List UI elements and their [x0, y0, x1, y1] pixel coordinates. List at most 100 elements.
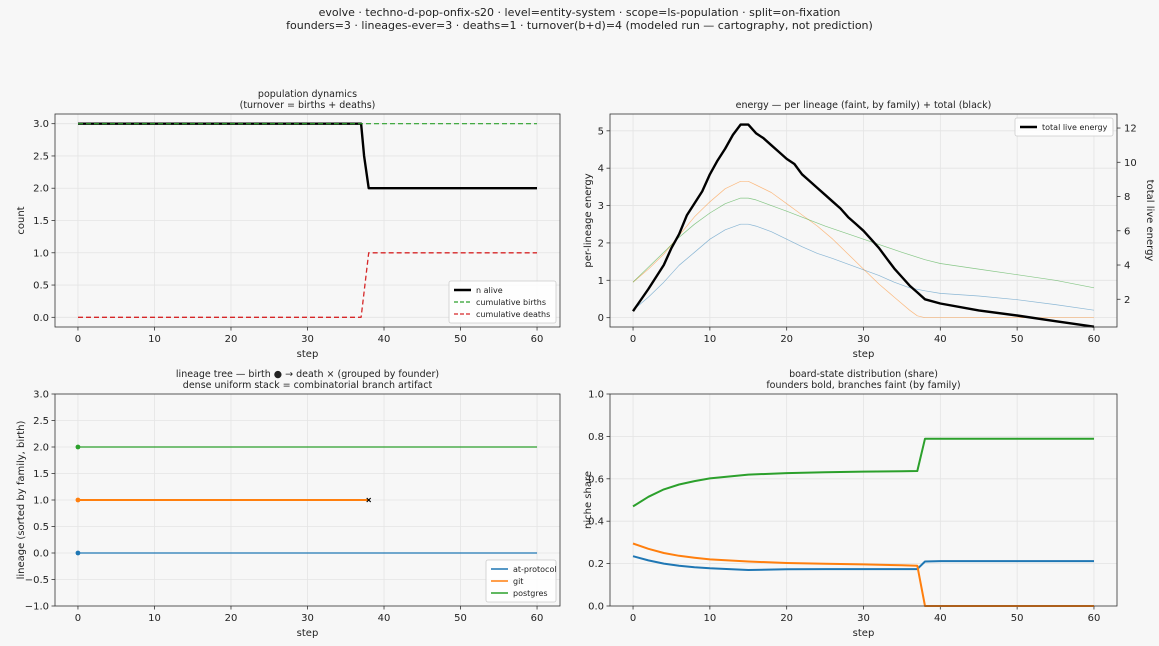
chart-title: energy — per lineage (faint, by family) …	[736, 100, 992, 111]
x-tick-label: 60	[531, 613, 544, 624]
chart-subtitle: (turnover = births + deaths)	[240, 100, 376, 111]
y-tick-label: 0.6	[588, 474, 604, 485]
legend-label: postgres	[513, 589, 548, 598]
y-tick-label: 3.0	[33, 390, 49, 401]
chart-subtitle: dense uniform stack = combinatorial bran…	[183, 380, 433, 391]
series-line-postgres	[632, 437, 1094, 508]
legend-label: total live energy	[1042, 123, 1108, 132]
x-tick-label: 20	[780, 334, 793, 345]
series-line-at-protocol	[632, 555, 1094, 571]
y-axis-label: count	[16, 206, 27, 234]
x-tick-label: 10	[148, 334, 161, 345]
x-tick-label: 30	[857, 613, 870, 624]
x-tick-label: 10	[703, 613, 716, 624]
x-tick-label: 30	[857, 334, 870, 345]
y-tick-label: 0	[598, 313, 604, 324]
x-tick-label: 30	[301, 334, 314, 345]
axes-frame	[609, 393, 1118, 607]
birth-marker-postgres	[75, 444, 81, 450]
y-tick-label: −1.0	[25, 602, 49, 613]
x-tick-label: 40	[934, 334, 947, 345]
y2-tick-label: 6	[1124, 226, 1130, 237]
y-tick-label: 1.0	[33, 496, 49, 507]
chart-title: lineage tree — birth ● → death × (groupe…	[176, 369, 439, 380]
x-tick-label: 50	[454, 334, 467, 345]
y-tick-label: 1.0	[588, 390, 604, 401]
y-tick-label: 5	[598, 126, 604, 137]
legend: at-protocol git postgres	[485, 559, 557, 603]
y-tick-label: 1	[598, 276, 604, 287]
x-tick-label: 40	[378, 334, 391, 345]
legend-box	[485, 559, 557, 603]
y-tick-label: −0.5	[25, 575, 49, 586]
axes-frame	[609, 113, 1118, 328]
x-tick-label: 10	[148, 613, 161, 624]
y-tick-label: 2	[598, 238, 604, 249]
x-tick-label: 20	[225, 334, 238, 345]
y2-tick-label: 4	[1124, 261, 1130, 272]
y2-tick-label: 10	[1124, 158, 1137, 169]
y-tick-label: 2.5	[33, 416, 49, 427]
y-tick-label: 1.5	[33, 216, 49, 227]
chart-panel-2: lineage tree — birth ● → death × (groupe…	[16, 369, 561, 639]
y-tick-label: 0.0	[588, 602, 604, 613]
legend: total live energy	[1014, 117, 1114, 137]
y-tick-label: 2.0	[33, 443, 49, 454]
axes-frame	[54, 393, 561, 607]
x-tick-label: 0	[75, 613, 81, 624]
y-tick-label: 4	[598, 164, 604, 175]
chart-title: population dynamics	[258, 89, 357, 100]
figure-subtitle: founders=3 · lineages-ever=3 · deaths=1 …	[286, 19, 873, 32]
chart-panel-1: energy — per lineage (faint, by family) …	[583, 100, 1155, 360]
x-tick-label: 50	[1011, 334, 1024, 345]
series-line-at-protocol	[632, 223, 1095, 311]
legend-label: cumulative deaths	[476, 310, 550, 319]
x-tick-label: 10	[703, 334, 716, 345]
x-tick-label: 0	[630, 334, 636, 345]
y-tick-label: 1.5	[33, 469, 49, 480]
y-tick-label: 0.0	[33, 549, 49, 560]
legend-label: at-protocol	[513, 565, 557, 574]
legend-label: git	[513, 577, 523, 586]
y-axis-label: niche share	[583, 471, 594, 529]
x-tick-label: 50	[1011, 613, 1024, 624]
x-tick-label: 60	[1088, 613, 1101, 624]
x-tick-label: 40	[378, 613, 391, 624]
legend: n alive cumulative births cumulative death…	[448, 280, 557, 324]
y-tick-label: 0.5	[33, 522, 49, 533]
y-axis-label: lineage (sorted by family, birth)	[16, 420, 27, 579]
y-tick-label: 0.4	[588, 517, 604, 528]
x-axis-label: step	[297, 349, 319, 360]
x-tick-label: 50	[454, 613, 467, 624]
legend-label: cumulative births	[476, 298, 546, 307]
x-axis-label: step	[853, 628, 875, 639]
birth-marker-at-protocol	[75, 550, 81, 556]
series-line-postgres	[632, 197, 1095, 289]
x-tick-label: 0	[630, 613, 636, 624]
y2-tick-label: 2	[1124, 295, 1130, 306]
birth-marker-git	[75, 497, 81, 503]
y-tick-label: 0.0	[33, 313, 49, 324]
y2-tick-label: 8	[1124, 192, 1130, 203]
x-axis-label: step	[297, 628, 319, 639]
x-axis-label: step	[853, 349, 875, 360]
chart-panel-0: population dynamics(turnover = births + …	[16, 89, 561, 360]
chart-title: board-state distribution (share)	[789, 369, 938, 380]
x-tick-label: 60	[531, 334, 544, 345]
figure-title: evolve · techno-d-pop-onfix-s20 · level=…	[318, 6, 841, 19]
y-tick-label: 2.5	[33, 151, 49, 162]
legend-box	[1014, 117, 1114, 137]
y-tick-label: 0.5	[33, 281, 49, 292]
series-line-git	[632, 180, 1094, 319]
y-tick-label: 2.0	[33, 184, 49, 195]
legend-box	[448, 280, 557, 324]
y-tick-label: 3	[598, 201, 604, 212]
death-marker-git	[366, 497, 372, 503]
x-tick-label: 30	[301, 613, 314, 624]
x-tick-label: 0	[75, 334, 81, 345]
y-tick-label: 0.8	[588, 432, 604, 443]
y-axis-label: per-lineage energy	[583, 173, 594, 267]
y2-tick-label: 12	[1124, 124, 1137, 135]
y-tick-label: 0.2	[588, 559, 604, 570]
